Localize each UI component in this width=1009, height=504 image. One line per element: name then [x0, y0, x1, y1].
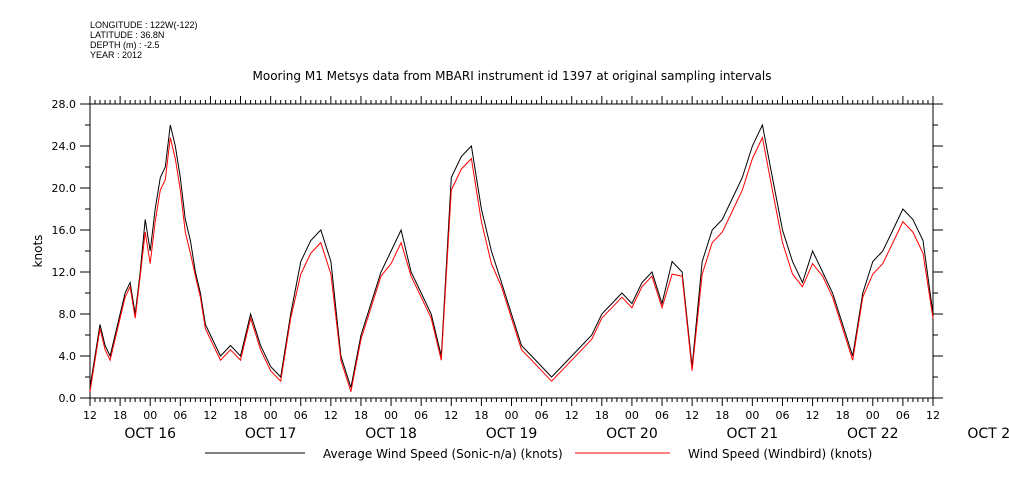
y-tick-label: 20.0 [52, 182, 77, 195]
x-tick-label: 12 [926, 409, 940, 422]
day-labels: OCT 16 OCT 17 OCT 18 OCT 19 OCT 20 OCT 21 OCT … [124, 426, 1009, 442]
day-label: OCT 23 [967, 426, 1009, 442]
x-tick-label: 18 [234, 409, 248, 422]
axis-ticks [80, 96, 943, 406]
day-label: OCT 18 [365, 426, 417, 442]
y-tick-label: 4.0 [59, 350, 77, 363]
x-tick-label: 00 [625, 409, 639, 422]
legend: Average Wind Speed (Sonic-n/a) (knots) W… [205, 447, 872, 461]
x-tick-label: 06 [775, 409, 789, 422]
x-tick-label: 12 [806, 409, 820, 422]
x-tick-label: 18 [354, 409, 368, 422]
series-line-windbird [89, 136, 934, 392]
x-tick-label: 00 [505, 409, 519, 422]
x-tick-label: 00 [745, 409, 759, 422]
x-tick-label: 06 [294, 409, 308, 422]
y-tick-label: 8.0 [59, 308, 77, 321]
x-tick-label: 12 [444, 409, 458, 422]
y-axis-label: knots [31, 235, 45, 268]
day-label: OCT 20 [606, 426, 658, 442]
y-tick-label: 16.0 [52, 224, 77, 237]
year-text: YEAR : 2012 [90, 50, 143, 60]
y-tick-labels: 0.0 4.0 8.0 12.0 16.0 20.0 24.0 28.0 [52, 98, 77, 405]
x-tick-label: 06 [414, 409, 428, 422]
x-tick-labels: 12 18 00 06 12 18 00 06 12 18 00 06 12 18 00 06 12 18 00 06… [83, 409, 940, 422]
x-tick-label: 06 [896, 409, 910, 422]
y-tick-label: 24.0 [52, 140, 77, 153]
legend-label-windbird: Wind Speed (Windbird) (knots) [688, 447, 872, 461]
x-tick-label: 00 [866, 409, 880, 422]
day-label: OCT 19 [486, 426, 538, 442]
legend-label-sonic: Average Wind Speed (Sonic-n/a) (knots) [323, 447, 563, 461]
x-tick-label: 12 [203, 409, 217, 422]
x-tick-label: 06 [535, 409, 549, 422]
day-label: OCT 16 [124, 426, 176, 442]
chart-title: Mooring M1 Metsys data from MBARI instru… [253, 69, 772, 83]
x-tick-label: 18 [595, 409, 609, 422]
plot-frame [89, 103, 934, 399]
depth-text: DEPTH (m) : -2.5 [90, 40, 160, 50]
x-tick-label: 06 [173, 409, 187, 422]
day-label: OCT 17 [245, 426, 297, 442]
series-line-sonic [89, 123, 934, 388]
x-tick-label: 12 [83, 409, 97, 422]
y-tick-label: 0.0 [59, 392, 77, 405]
x-tick-label: 12 [324, 409, 338, 422]
y-tick-label: 12.0 [52, 266, 77, 279]
x-tick-label: 18 [836, 409, 850, 422]
x-tick-label: 18 [474, 409, 488, 422]
x-tick-label: 12 [685, 409, 699, 422]
x-tick-label: 18 [113, 409, 127, 422]
metadata-block: LONGITUDE : 122W(-122) LATITUDE : 36.8N … [90, 20, 198, 60]
x-tick-label: 18 [715, 409, 729, 422]
longitude-text: LONGITUDE : 122W(-122) [90, 20, 198, 30]
x-tick-label: 06 [655, 409, 669, 422]
series-layer [89, 123, 934, 392]
day-label: OCT 22 [847, 426, 899, 442]
y-tick-label: 28.0 [52, 98, 77, 111]
x-tick-label: 00 [264, 409, 278, 422]
x-tick-label: 00 [384, 409, 398, 422]
x-tick-label: 00 [143, 409, 157, 422]
latitude-text: LATITUDE : 36.8N [90, 30, 165, 40]
x-tick-label: 12 [565, 409, 579, 422]
day-label: OCT 21 [727, 426, 779, 442]
